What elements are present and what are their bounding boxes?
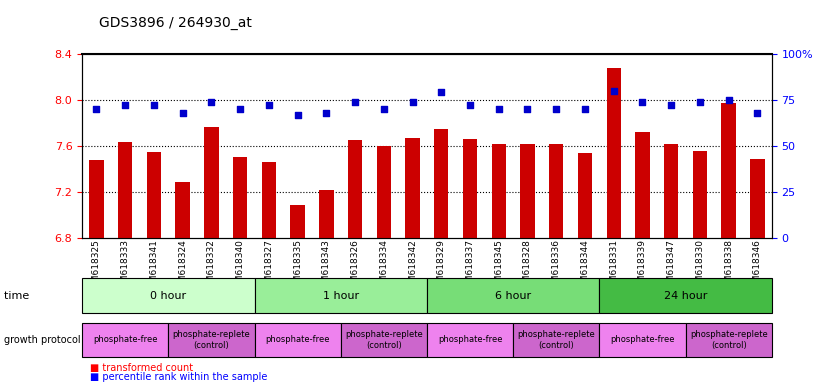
Point (263, 102, 276, 108)
Bar (262, 162, 276, 238)
Text: 6 hour: 6 hour (495, 291, 531, 301)
Text: ■ percentile rank within the sample: ■ percentile rank within the sample (90, 372, 268, 382)
Bar (406, 138, 420, 238)
Text: ■ transformed count: ■ transformed count (90, 362, 194, 372)
Point (636, 99, 649, 105)
Point (722, 97, 736, 103)
Bar (434, 129, 448, 238)
Bar (521, 144, 534, 238)
Point (205, 99, 218, 105)
Point (148, 102, 161, 108)
Bar (204, 127, 218, 238)
Bar (319, 190, 333, 238)
Point (90, 106, 103, 112)
Point (607, 88, 621, 94)
Bar (750, 159, 764, 238)
Text: phosphate-replete
(control): phosphate-replete (control) (690, 330, 768, 349)
Point (521, 106, 534, 112)
Text: time: time (4, 291, 33, 301)
Text: phosphate-replete
(control): phosphate-replete (control) (517, 330, 595, 349)
Point (320, 110, 333, 116)
Point (492, 106, 505, 112)
Text: 24 hour: 24 hour (664, 291, 707, 301)
Text: phosphate-replete
(control): phosphate-replete (control) (172, 330, 250, 349)
Point (406, 99, 419, 105)
Bar (89, 160, 103, 238)
Bar (578, 153, 592, 238)
Bar (607, 68, 621, 238)
Bar (722, 103, 736, 238)
Text: phosphate-free: phosphate-free (93, 335, 158, 344)
Point (693, 99, 706, 105)
Bar (147, 152, 161, 238)
Point (665, 102, 678, 108)
Bar (377, 146, 391, 238)
Point (291, 111, 304, 118)
Bar (693, 151, 707, 238)
Text: phosphate-free: phosphate-free (438, 335, 502, 344)
Bar (348, 140, 362, 238)
Bar (664, 144, 678, 238)
Point (578, 106, 591, 112)
Text: GDS3896 / 264930_at: GDS3896 / 264930_at (99, 16, 251, 30)
Text: phosphate-free: phosphate-free (610, 335, 675, 344)
Bar (463, 139, 477, 238)
Point (378, 106, 391, 112)
Point (549, 106, 562, 112)
Text: 0 hour: 0 hour (150, 291, 186, 301)
Point (234, 106, 247, 112)
Point (750, 110, 764, 116)
Text: phosphate-replete
(control): phosphate-replete (control) (345, 330, 423, 349)
Bar (291, 205, 305, 238)
Point (176, 110, 189, 116)
Text: growth protocol: growth protocol (4, 335, 84, 345)
Bar (233, 157, 247, 238)
Bar (549, 144, 563, 238)
Bar (176, 182, 190, 238)
Point (349, 99, 362, 105)
Point (119, 102, 132, 108)
Bar (635, 132, 649, 238)
Bar (118, 142, 132, 238)
Bar (492, 144, 506, 238)
Point (435, 89, 448, 96)
Text: 1 hour: 1 hour (323, 291, 359, 301)
Point (463, 102, 476, 108)
Text: phosphate-free: phosphate-free (265, 335, 330, 344)
